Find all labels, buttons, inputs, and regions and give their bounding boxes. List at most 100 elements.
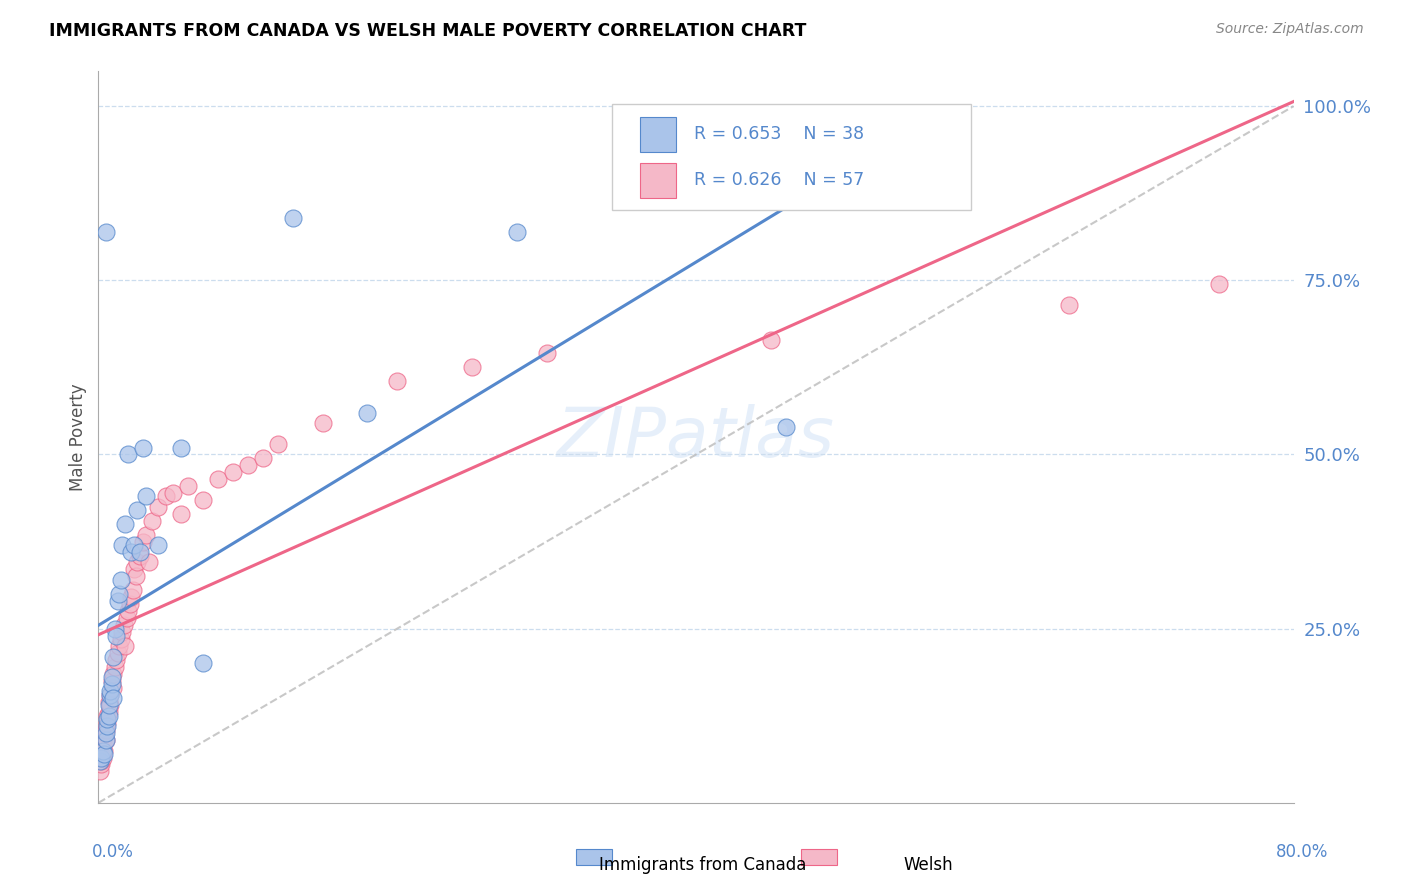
Point (91, 737, 114, 751)
Bar (640, 117, 676, 152)
Point (117, 604, 139, 618)
Point (125, 569, 148, 583)
Point (120, 545, 142, 559)
Y-axis label: Male Poverty: Male Poverty (69, 384, 87, 491)
Point (252, 450, 274, 465)
Point (93, 730, 115, 744)
Point (1208, 277, 1230, 291)
Point (138, 556, 160, 570)
Point (111, 538, 134, 552)
Point (104, 660, 127, 674)
Bar (801, 849, 837, 865)
Point (108, 639, 131, 653)
Text: ZIPatlas: ZIPatlas (557, 403, 835, 471)
Point (141, 514, 163, 528)
Point (90, 757, 112, 772)
Point (536, 346, 558, 360)
Text: Immigrants from Canada: Immigrants from Canada (599, 856, 807, 874)
Bar (640, 162, 676, 198)
Point (311, 416, 333, 430)
Point (191, 492, 214, 507)
Point (177, 479, 200, 493)
Point (94, 733, 117, 747)
Point (207, 472, 229, 486)
Point (356, 406, 378, 420)
Point (89, 764, 111, 779)
Point (91, 743, 114, 757)
Point (101, 677, 124, 691)
Point (104, 622, 127, 636)
Point (94, 733, 117, 747)
Point (98, 688, 122, 702)
Point (267, 437, 290, 451)
Point (97, 698, 120, 713)
Point (90, 754, 112, 768)
Point (110, 573, 132, 587)
Point (105, 629, 128, 643)
Bar (576, 849, 612, 865)
Point (94, 225, 117, 239)
Point (101, 673, 124, 688)
Point (101, 670, 124, 684)
Point (97, 705, 120, 719)
Point (281, 211, 304, 225)
Point (135, 527, 157, 541)
Point (103, 649, 125, 664)
Text: Welsh: Welsh (903, 856, 953, 874)
Point (124, 562, 146, 576)
Point (96, 715, 118, 730)
Point (506, 225, 529, 239)
Point (98, 684, 122, 698)
Point (191, 657, 214, 671)
Point (236, 458, 259, 472)
Point (111, 625, 134, 640)
Point (148, 538, 170, 552)
Point (132, 534, 155, 549)
Point (759, 333, 782, 347)
Point (93, 743, 115, 757)
Point (96, 719, 118, 733)
Point (120, 591, 142, 605)
Point (107, 594, 129, 608)
Text: R = 0.653    N = 38: R = 0.653 N = 38 (693, 125, 863, 144)
Point (775, 419, 797, 434)
Point (103, 681, 125, 695)
Point (1059, 298, 1081, 312)
Point (169, 441, 191, 455)
Point (124, 538, 146, 552)
Point (117, 448, 139, 462)
Point (222, 465, 245, 479)
Point (94, 726, 117, 740)
Text: Source: ZipAtlas.com: Source: ZipAtlas.com (1216, 22, 1364, 37)
Point (461, 360, 484, 375)
Point (162, 485, 184, 500)
Point (115, 611, 138, 625)
Point (108, 587, 131, 601)
Point (135, 489, 157, 503)
Point (91, 750, 114, 764)
Point (385, 375, 409, 389)
Point (90, 750, 112, 764)
Point (89, 754, 111, 768)
Point (94, 723, 117, 737)
Point (155, 489, 177, 503)
Text: R = 0.626    N = 57: R = 0.626 N = 57 (693, 171, 863, 189)
Point (127, 556, 149, 570)
Text: 0.0%: 0.0% (91, 843, 134, 861)
Point (169, 507, 191, 521)
Point (93, 747, 115, 761)
Point (97, 708, 120, 723)
Point (98, 698, 122, 713)
Point (114, 639, 136, 653)
Point (103, 667, 125, 681)
Point (96, 712, 118, 726)
Point (110, 632, 132, 646)
Point (127, 503, 149, 517)
Point (97, 695, 120, 709)
Point (129, 549, 152, 563)
Point (121, 583, 143, 598)
Point (118, 597, 141, 611)
Point (103, 691, 125, 706)
Point (112, 618, 135, 632)
Text: 80.0%: 80.0% (1277, 843, 1329, 861)
